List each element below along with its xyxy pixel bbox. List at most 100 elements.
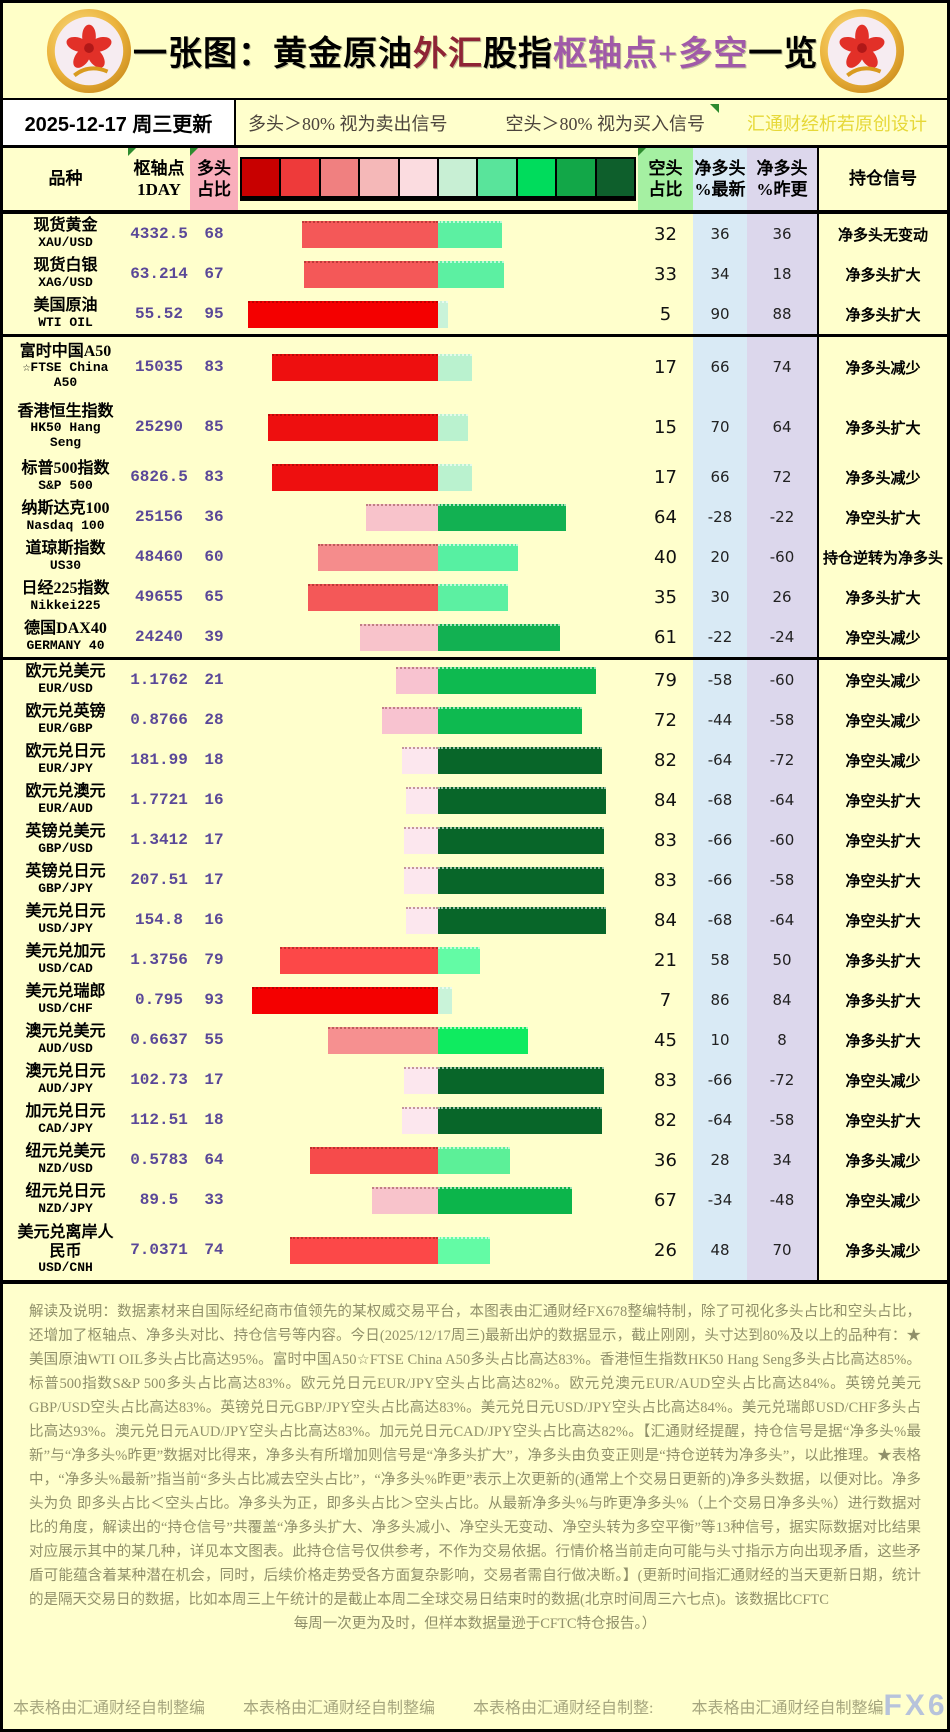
pivot-value: 0.5783 [130, 1151, 188, 1169]
short-pct-value: 61 [654, 626, 677, 648]
long-pct-value: 85 [204, 418, 224, 436]
net-long-latest-value: -34 [693, 1180, 747, 1220]
table-row: 欧元兑英镑 EUR/GBP 0.8766 28 72 -44 -58 净空头减少 [3, 700, 947, 740]
pivot-value: 48460 [134, 548, 183, 566]
row-group: 欧元兑美元 EUR/USD 1.1762 21 79 -58 -60 净空头减少 … [3, 660, 947, 1280]
long-bar-zone [238, 866, 438, 894]
pivot-value: 0.795 [134, 991, 183, 1009]
pivot-value: 0.8766 [130, 711, 188, 729]
net-long-latest-value: -66 [693, 820, 747, 860]
net-long-latest-value: -58 [693, 660, 747, 700]
short-bar-zone [438, 413, 638, 441]
position-signal: 净空头减少 [817, 1060, 947, 1100]
product-name: 富时中国A50 ☆FTSE China A50 [19, 342, 112, 391]
net-long-latest-value: 58 [693, 940, 747, 980]
net-long-latest-value: 66 [693, 457, 747, 497]
short-bar [438, 706, 582, 734]
scale-color-cell [439, 159, 479, 196]
legend-row: 2025-12-17 周三更新 多头＞80% 视为卖出信号 空头＞80% 视为买… [3, 100, 947, 148]
short-bar [438, 1106, 602, 1134]
table-row: 美元兑离岸人 民币 USD/CNH 7.0371 74 26 48 70 净多头减少 [3, 1220, 947, 1280]
short-bar-zone [438, 746, 638, 774]
short-pct-value: 17 [654, 356, 677, 378]
long-bar-zone [238, 1106, 438, 1134]
short-pct-value: 26 [654, 1239, 677, 1261]
short-bar-zone [438, 786, 638, 814]
long-bar [302, 220, 438, 248]
short-bar [438, 260, 504, 288]
long-pct-value: 16 [204, 791, 224, 809]
row-group: 富时中国A50 ☆FTSE China A50 15035 83 17 66 74 … [3, 337, 947, 660]
long-bar [404, 826, 438, 854]
short-bar [438, 583, 508, 611]
short-bar [438, 1026, 528, 1054]
position-signal: 净空头减少 [817, 740, 947, 780]
long-short-bar [238, 1100, 638, 1140]
position-signal: 净空头减少 [817, 1180, 947, 1220]
table-row: 加元兑日元 CAD/JPY 112.51 18 82 -64 -58 净空头扩大 [3, 1100, 947, 1140]
short-bar [438, 413, 468, 441]
short-bar [438, 1066, 604, 1094]
long-bar-zone [238, 353, 438, 381]
pivot-value: 7.0371 [130, 1241, 188, 1259]
long-bar-zone [238, 1146, 438, 1174]
product-name: 欧元兑美元 EUR/USD [25, 663, 106, 696]
long-bar-zone [238, 1236, 438, 1264]
long-short-bar [238, 820, 638, 860]
position-signal: 净多头无变动 [817, 214, 947, 254]
short-bar-zone [438, 1066, 638, 1094]
product-name: 澳元兑美元 AUD/USD [25, 1023, 106, 1056]
net-long-prev-value: 18 [747, 254, 817, 294]
position-signal: 净多头扩大 [817, 397, 947, 457]
long-bar [318, 543, 438, 571]
long-pct-value: 17 [204, 831, 224, 849]
short-bar-zone [438, 1146, 638, 1174]
long-short-bar [238, 497, 638, 537]
long-short-bar [238, 214, 638, 254]
product-name: 欧元兑英镑 EUR/GBP [25, 703, 106, 736]
table-row: 英镑兑美元 GBP/USD 1.3412 17 83 -66 -60 净空头扩大 [3, 820, 947, 860]
long-bar [366, 503, 438, 531]
position-signal: 净多头减少 [817, 457, 947, 497]
title-part-black3: 一览 [748, 36, 819, 73]
table-row: 道琼斯指数 US30 48460 60 40 20 -60 持仓逆转为净多头 [3, 537, 947, 577]
header-color-scale [238, 148, 638, 210]
scale-color-cell [320, 159, 361, 196]
net-long-prev-value: -64 [747, 780, 817, 820]
short-bar-zone [438, 986, 638, 1014]
net-long-prev-value: 64 [747, 397, 817, 457]
product-name: 澳元兑日元 AUD/JPY [25, 1063, 106, 1096]
long-pct-value: 83 [204, 468, 224, 486]
net-long-prev-value: -48 [747, 1180, 817, 1220]
table-row: 现货黄金 XAU/USD 4332.5 68 32 36 36 净多头无变动 [3, 214, 947, 254]
net-long-latest-value: -22 [693, 617, 747, 657]
short-bar [438, 786, 606, 814]
short-bar [438, 300, 448, 328]
credit-text: 汇通财经析若原创设计 [747, 113, 927, 134]
position-signal: 净空头扩大 [817, 1100, 947, 1140]
net-long-prev-value: -60 [747, 820, 817, 860]
net-long-prev-value: -24 [747, 617, 817, 657]
footer-credit: 本表格由汇通财经自制整编 [13, 1700, 206, 1717]
short-bar-zone [438, 866, 638, 894]
title-part-black1: 一张图：黄金原油 [133, 36, 413, 73]
net-long-prev-value: 74 [747, 337, 817, 397]
long-bar-zone [238, 413, 438, 441]
table-row: 欧元兑日元 EUR/JPY 181.99 18 82 -64 -72 净空头减少 [3, 740, 947, 780]
long-pct-value: 17 [204, 871, 224, 889]
short-bar [438, 1186, 572, 1214]
position-signal: 净空头减少 [817, 617, 947, 657]
brand-flower-logo-left [46, 8, 132, 93]
brand-flower-logo-right [820, 8, 905, 93]
long-bar [382, 706, 438, 734]
disclaimer-block: 解读及说明：数据素材来自国际经纪商市值领先的某权威交易平台，本图表由汇通财经FX… [3, 1280, 947, 1640]
short-bar-zone [438, 463, 638, 491]
short-bar-zone [438, 826, 638, 854]
short-bar [438, 986, 452, 1014]
long-bar [406, 786, 438, 814]
table-row: 纽元兑美元 NZD/USD 0.5783 64 36 28 34 净多头减少 [3, 1140, 947, 1180]
long-bar-zone [238, 946, 438, 974]
short-bar-zone [438, 946, 638, 974]
pivot-value: 49655 [134, 588, 183, 606]
table-row: 纳斯达克100 Nasdaq 100 25156 36 64 -28 -22 净空… [3, 497, 947, 537]
